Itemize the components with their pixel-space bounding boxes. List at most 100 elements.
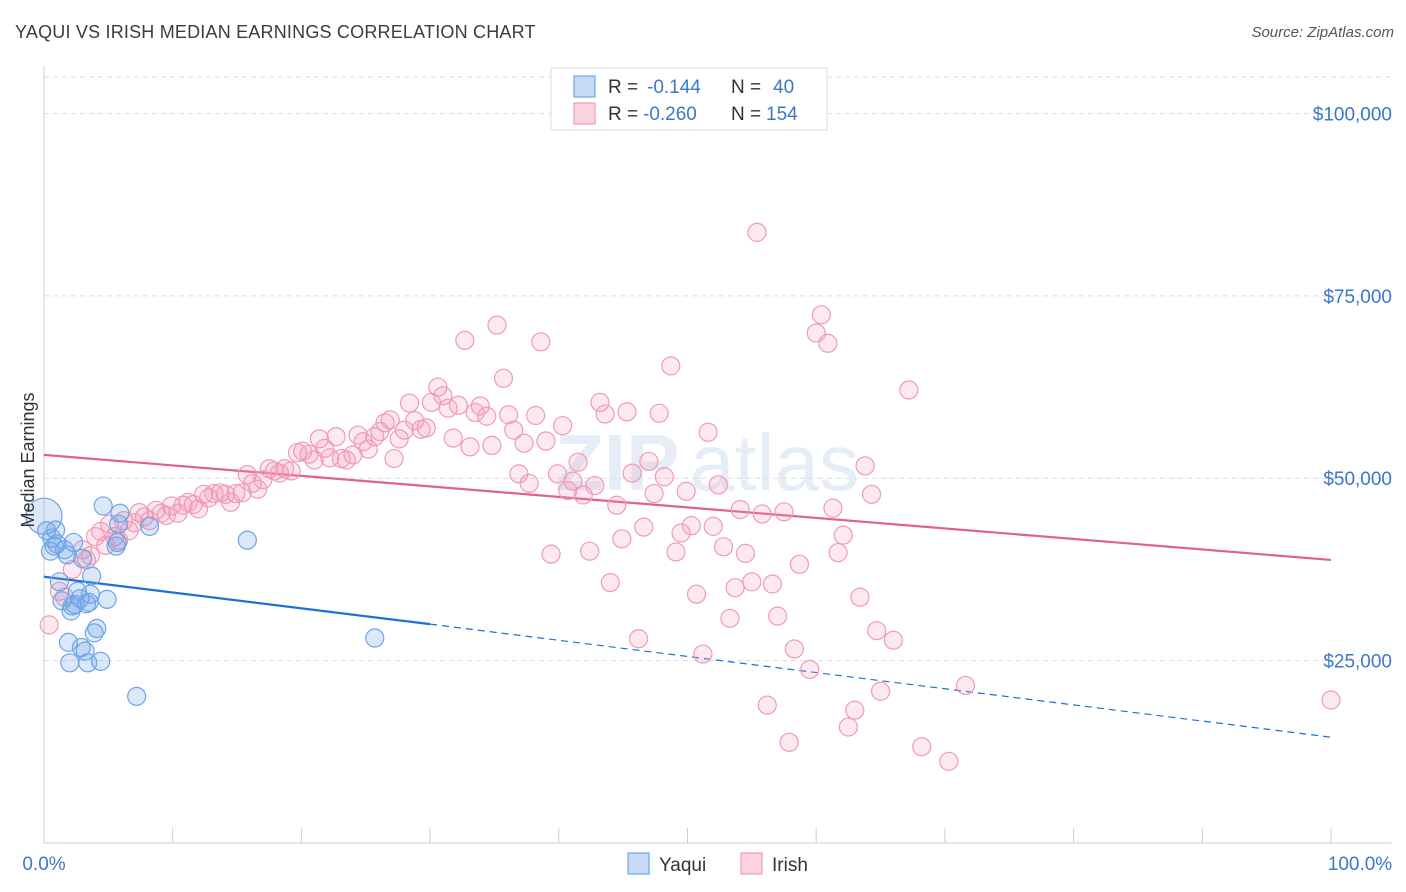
- point-yaqui: [87, 618, 107, 639]
- point-irish: [622, 463, 642, 483]
- point-irish: [720, 608, 740, 628]
- point-yaqui: [49, 572, 70, 592]
- legend-r-value-yaqui: -0.144: [647, 77, 701, 98]
- point-irish: [784, 639, 804, 659]
- point-yaqui: [110, 503, 130, 523]
- point-irish: [124, 513, 144, 533]
- point-irish: [590, 392, 610, 412]
- point-irish: [281, 461, 301, 481]
- point-irish: [336, 450, 357, 470]
- point-irish: [703, 516, 723, 536]
- point-irish: [226, 483, 246, 504]
- y-tick-label: $100,000: [1313, 104, 1392, 125]
- data-points: [25, 222, 1341, 771]
- legend-box: [550, 67, 828, 131]
- point-irish: [375, 413, 395, 433]
- point-irish: [499, 405, 519, 425]
- point-irish: [470, 396, 490, 416]
- point-yaqui: [64, 532, 84, 553]
- axes: $100,000 $75,000 $50,000 $25,000: [43, 66, 1392, 844]
- point-yaqui: [60, 653, 80, 673]
- point-yaqui: [93, 496, 113, 516]
- point-yaqui: [237, 530, 257, 550]
- point-irish: [833, 525, 853, 545]
- point-irish: [713, 537, 734, 557]
- point-irish: [867, 621, 887, 641]
- point-irish: [708, 475, 728, 495]
- point-irish: [612, 529, 632, 549]
- stats-legend: R = -0.144 N = 40 R = -0.260 N = 154: [550, 67, 828, 131]
- point-irish: [156, 505, 176, 526]
- point-yaqui: [97, 589, 117, 609]
- point-irish: [600, 572, 620, 593]
- point-irish: [681, 516, 701, 536]
- point-irish: [955, 675, 976, 696]
- point-irish: [861, 484, 882, 504]
- y-tick-label: $75,000: [1323, 287, 1392, 308]
- point-irish: [365, 427, 385, 447]
- point-irish: [173, 495, 193, 515]
- point-irish: [939, 751, 959, 771]
- point-irish: [686, 584, 707, 604]
- point-irish: [568, 452, 588, 472]
- point-irish: [661, 356, 681, 376]
- point-irish: [585, 475, 605, 496]
- legend-n-label-irish: N =: [731, 104, 761, 125]
- legend-swatch-yaqui: [573, 75, 596, 98]
- point-irish: [828, 543, 848, 563]
- legend-n-value-yaqui: 40: [773, 77, 794, 98]
- point-irish: [870, 681, 891, 701]
- point-irish: [617, 402, 637, 422]
- point-irish: [314, 438, 335, 458]
- point-irish: [671, 523, 691, 543]
- point-irish: [899, 380, 919, 400]
- legend-n-label-yaqui: N =: [731, 77, 761, 98]
- point-irish: [380, 410, 400, 430]
- point-yaqui: [139, 516, 160, 536]
- point-irish: [433, 386, 453, 406]
- point-irish: [39, 615, 59, 635]
- trend-line-yaqui: [43, 575, 431, 626]
- y-tick-label: $50,000: [1323, 469, 1392, 490]
- point-irish: [455, 330, 475, 350]
- point-irish: [482, 435, 502, 456]
- point-irish: [818, 333, 838, 353]
- point-irish: [774, 502, 794, 522]
- point-irish: [80, 545, 100, 566]
- gridlines: [44, 76, 1392, 662]
- point-irish: [735, 543, 756, 563]
- point-yaqui: [91, 651, 111, 671]
- x-tick-label-min: 0.0%: [22, 854, 65, 875]
- point-yaqui: [62, 596, 82, 616]
- y-axis-label: Median Earnings: [18, 392, 38, 527]
- point-irish: [547, 464, 568, 484]
- point-irish: [634, 517, 654, 537]
- point-irish: [855, 456, 875, 476]
- point-irish: [649, 403, 669, 423]
- point-irish: [752, 504, 772, 524]
- point-irish: [912, 737, 932, 757]
- point-irish: [1321, 690, 1341, 710]
- point-irish: [242, 473, 263, 493]
- point-yaqui: [40, 541, 61, 561]
- point-irish: [326, 427, 346, 447]
- series-legend-swatch-irish: [740, 852, 763, 875]
- legend-r-value-irish: -0.260: [643, 104, 697, 125]
- point-irish: [757, 695, 777, 715]
- watermark-atlas: atlas: [690, 418, 859, 507]
- point-irish: [563, 471, 583, 491]
- legend-swatch-irish: [573, 102, 596, 125]
- point-irish: [823, 498, 843, 518]
- point-irish: [698, 422, 718, 442]
- point-irish: [465, 402, 485, 423]
- legend-r-label-yaqui: R =: [608, 77, 638, 98]
- point-irish: [384, 448, 404, 469]
- point-irish: [644, 483, 664, 504]
- point-irish: [639, 451, 659, 472]
- point-irish: [800, 659, 820, 679]
- point-irish: [531, 332, 551, 352]
- x-tick-label-max: 100.0%: [1328, 854, 1393, 875]
- point-irish: [553, 416, 573, 436]
- point-irish: [595, 404, 615, 424]
- point-yaqui: [79, 592, 99, 612]
